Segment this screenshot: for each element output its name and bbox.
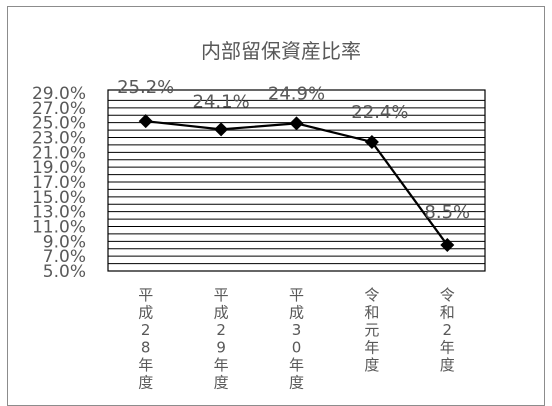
x-tick-char: 0 [292, 339, 302, 357]
y-tick-label: 23.0% [32, 129, 86, 149]
x-tick-char: 元 [364, 321, 379, 339]
x-tick-char: 和 [440, 304, 455, 322]
y-tick-label: 11.0% [32, 218, 86, 238]
series: 25.2% 24.1% 24.9% 22.4% 8.5% [117, 77, 470, 253]
x-tick-char: 成 [289, 304, 304, 322]
y-axis: 5.0%7.0%9.0%11.0%13.0%15.0%17.0%19.0%21.… [32, 84, 86, 282]
x-tick-char: 令 [364, 286, 379, 304]
data-label: 8.5% [424, 202, 470, 223]
x-tick-char: 平 [138, 286, 153, 304]
data-label: 24.1% [193, 91, 250, 112]
plot-area [107, 89, 486, 272]
x-tick-char: 度 [138, 374, 153, 392]
x-tick-char: 度 [364, 356, 379, 374]
data-point [440, 238, 455, 253]
x-tick-char: 2 [216, 321, 226, 339]
y-tick-label: 29.0% [32, 84, 86, 104]
data-label: 24.9% [268, 83, 325, 104]
chart-frame [7, 6, 545, 406]
data-label: 22.4% [351, 102, 408, 123]
x-tick-char: 年 [364, 339, 379, 357]
x-tick-char: 年 [440, 339, 455, 357]
chart-title: 内部留保資産比率 [201, 39, 361, 63]
x-tick-char: 2 [141, 321, 151, 339]
y-tick-label: 17.0% [32, 173, 86, 193]
y-tick-label: 25.0% [32, 114, 86, 134]
x-tick-char: 年 [289, 356, 304, 374]
x-tick-char: 和 [364, 304, 379, 322]
x-tick-char: 年 [138, 356, 153, 374]
y-tick-label: 9.0% [43, 232, 86, 252]
x-tick-char: 3 [292, 321, 302, 339]
x-tick-char: 8 [141, 339, 151, 357]
y-tick-label: 15.0% [32, 188, 86, 208]
y-tick-label: 13.0% [32, 203, 86, 223]
y-tick-label: 27.0% [32, 99, 86, 119]
x-tick-char: 令 [440, 286, 455, 304]
y-tick-label: 21.0% [32, 143, 86, 163]
x-tick-char: 成 [214, 304, 229, 322]
x-tick-char: 年 [214, 356, 229, 374]
y-tick-label: 5.0% [43, 262, 86, 282]
data-point [138, 114, 153, 129]
data-point [289, 116, 304, 131]
y-tick-label: 19.0% [32, 158, 86, 178]
data-point [214, 122, 229, 137]
x-tick-char: 9 [216, 339, 226, 357]
y-tick-label: 7.0% [43, 247, 86, 267]
x-tick-char: 平 [289, 286, 304, 304]
x-tick-char: 度 [440, 356, 455, 374]
data-label: 25.2% [117, 77, 174, 98]
x-tick-char: 2 [443, 321, 453, 339]
x-tick-char: 成 [138, 304, 153, 322]
data-point [364, 134, 379, 149]
x-tick-char: 度 [289, 374, 304, 392]
x-tick-char: 平 [214, 286, 229, 304]
x-tick-char: 度 [214, 374, 229, 392]
